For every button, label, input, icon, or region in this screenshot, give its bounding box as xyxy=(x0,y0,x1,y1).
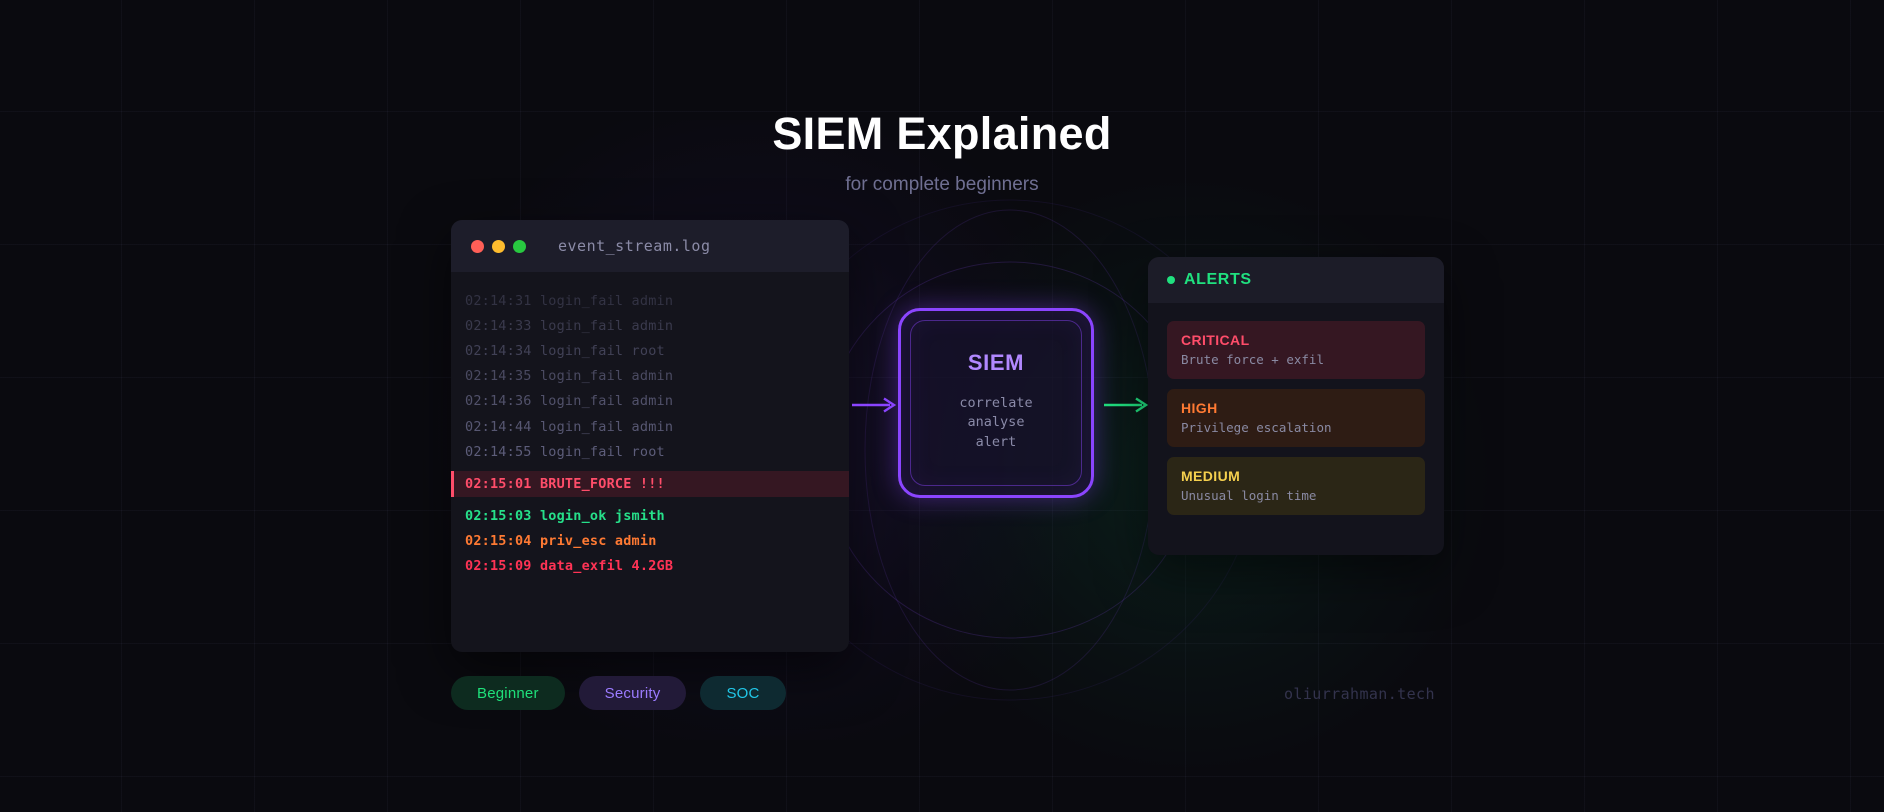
alert-card-high[interactable]: HIGH Privilege escalation xyxy=(1167,389,1425,447)
header: SIEM Explained for complete beginners xyxy=(0,108,1884,196)
terminal-titlebar: event_stream.log xyxy=(451,220,849,272)
log-line-data-exfil: 02:15:09 data_exfil 4.2GB xyxy=(465,558,674,575)
alert-severity: CRITICAL xyxy=(1181,332,1250,348)
log-line-login-ok: 02:15:03 login_ok jsmith xyxy=(465,508,665,525)
alert-severity: HIGH xyxy=(1181,400,1218,416)
alert-description: Brute force + exfil xyxy=(1181,352,1324,367)
alerts-panel: ALERTS CRITICAL Brute force + exfil HIGH… xyxy=(1148,257,1444,555)
siem-title: SIEM xyxy=(967,349,1025,375)
maximize-icon[interactable] xyxy=(513,239,526,253)
terminal-filename: event_stream.log xyxy=(558,237,711,255)
siem-engine-box: SIEM correlate analyse alert xyxy=(898,308,1094,498)
log-line: 02:14:33 login_fail admin xyxy=(465,317,674,334)
arrow-right-purple-icon xyxy=(852,397,897,413)
alerts-panel-title: ALERTS xyxy=(1184,271,1252,288)
minimize-icon[interactable] xyxy=(492,239,505,253)
page-subtitle: for complete beginners xyxy=(845,174,1039,195)
log-line: 02:14:55 login_fail root xyxy=(465,443,665,460)
log-line: 02:14:34 login_fail root xyxy=(465,342,665,359)
siem-step-analyse: analyse xyxy=(967,414,1025,431)
tag-beginner[interactable]: Beginner xyxy=(451,676,565,710)
log-line: 02:14:35 login_fail admin xyxy=(465,368,674,385)
alerts-panel-header: ALERTS xyxy=(1148,257,1444,303)
log-line: 02:14:31 login_fail admin xyxy=(465,292,674,309)
log-line: 02:14:44 login_fail admin xyxy=(465,418,674,435)
watermark: oliurrahman.tech xyxy=(1284,685,1435,703)
terminal-log-body: 02:14:31 login_fail admin 02:14:33 login… xyxy=(451,272,849,579)
siem-inner-frame: SIEM correlate analyse alert xyxy=(910,320,1082,486)
close-icon[interactable] xyxy=(471,239,484,253)
page-title: SIEM Explained xyxy=(772,108,1112,159)
alert-severity: MEDIUM xyxy=(1181,468,1241,484)
siem-step-alert: alert xyxy=(975,433,1017,450)
siem-step-correlate: correlate xyxy=(959,394,1033,411)
alert-card-medium[interactable]: MEDIUM Unusual login time xyxy=(1167,457,1425,515)
tag-security[interactable]: Security xyxy=(578,676,687,710)
log-line: 02:14:36 login_fail admin xyxy=(465,393,674,410)
tag-list: Beginner Security SOC xyxy=(451,676,786,710)
log-line-priv-esc: 02:15:04 priv_esc admin xyxy=(465,533,657,550)
log-line-brute-force-alert: 02:15:01 BRUTE_FORCE !!! xyxy=(451,471,849,497)
status-dot-icon xyxy=(1167,276,1175,284)
arrow-right-green-icon xyxy=(1104,397,1149,413)
alert-description: Unusual login time xyxy=(1181,488,1317,503)
alert-card-critical[interactable]: CRITICAL Brute force + exfil xyxy=(1167,321,1425,379)
event-stream-terminal: event_stream.log 02:14:31 login_fail adm… xyxy=(451,220,849,652)
tag-soc[interactable]: SOC xyxy=(700,676,786,710)
alert-description: Privilege escalation xyxy=(1181,420,1332,435)
alerts-list: CRITICAL Brute force + exfil HIGH Privil… xyxy=(1148,303,1444,515)
